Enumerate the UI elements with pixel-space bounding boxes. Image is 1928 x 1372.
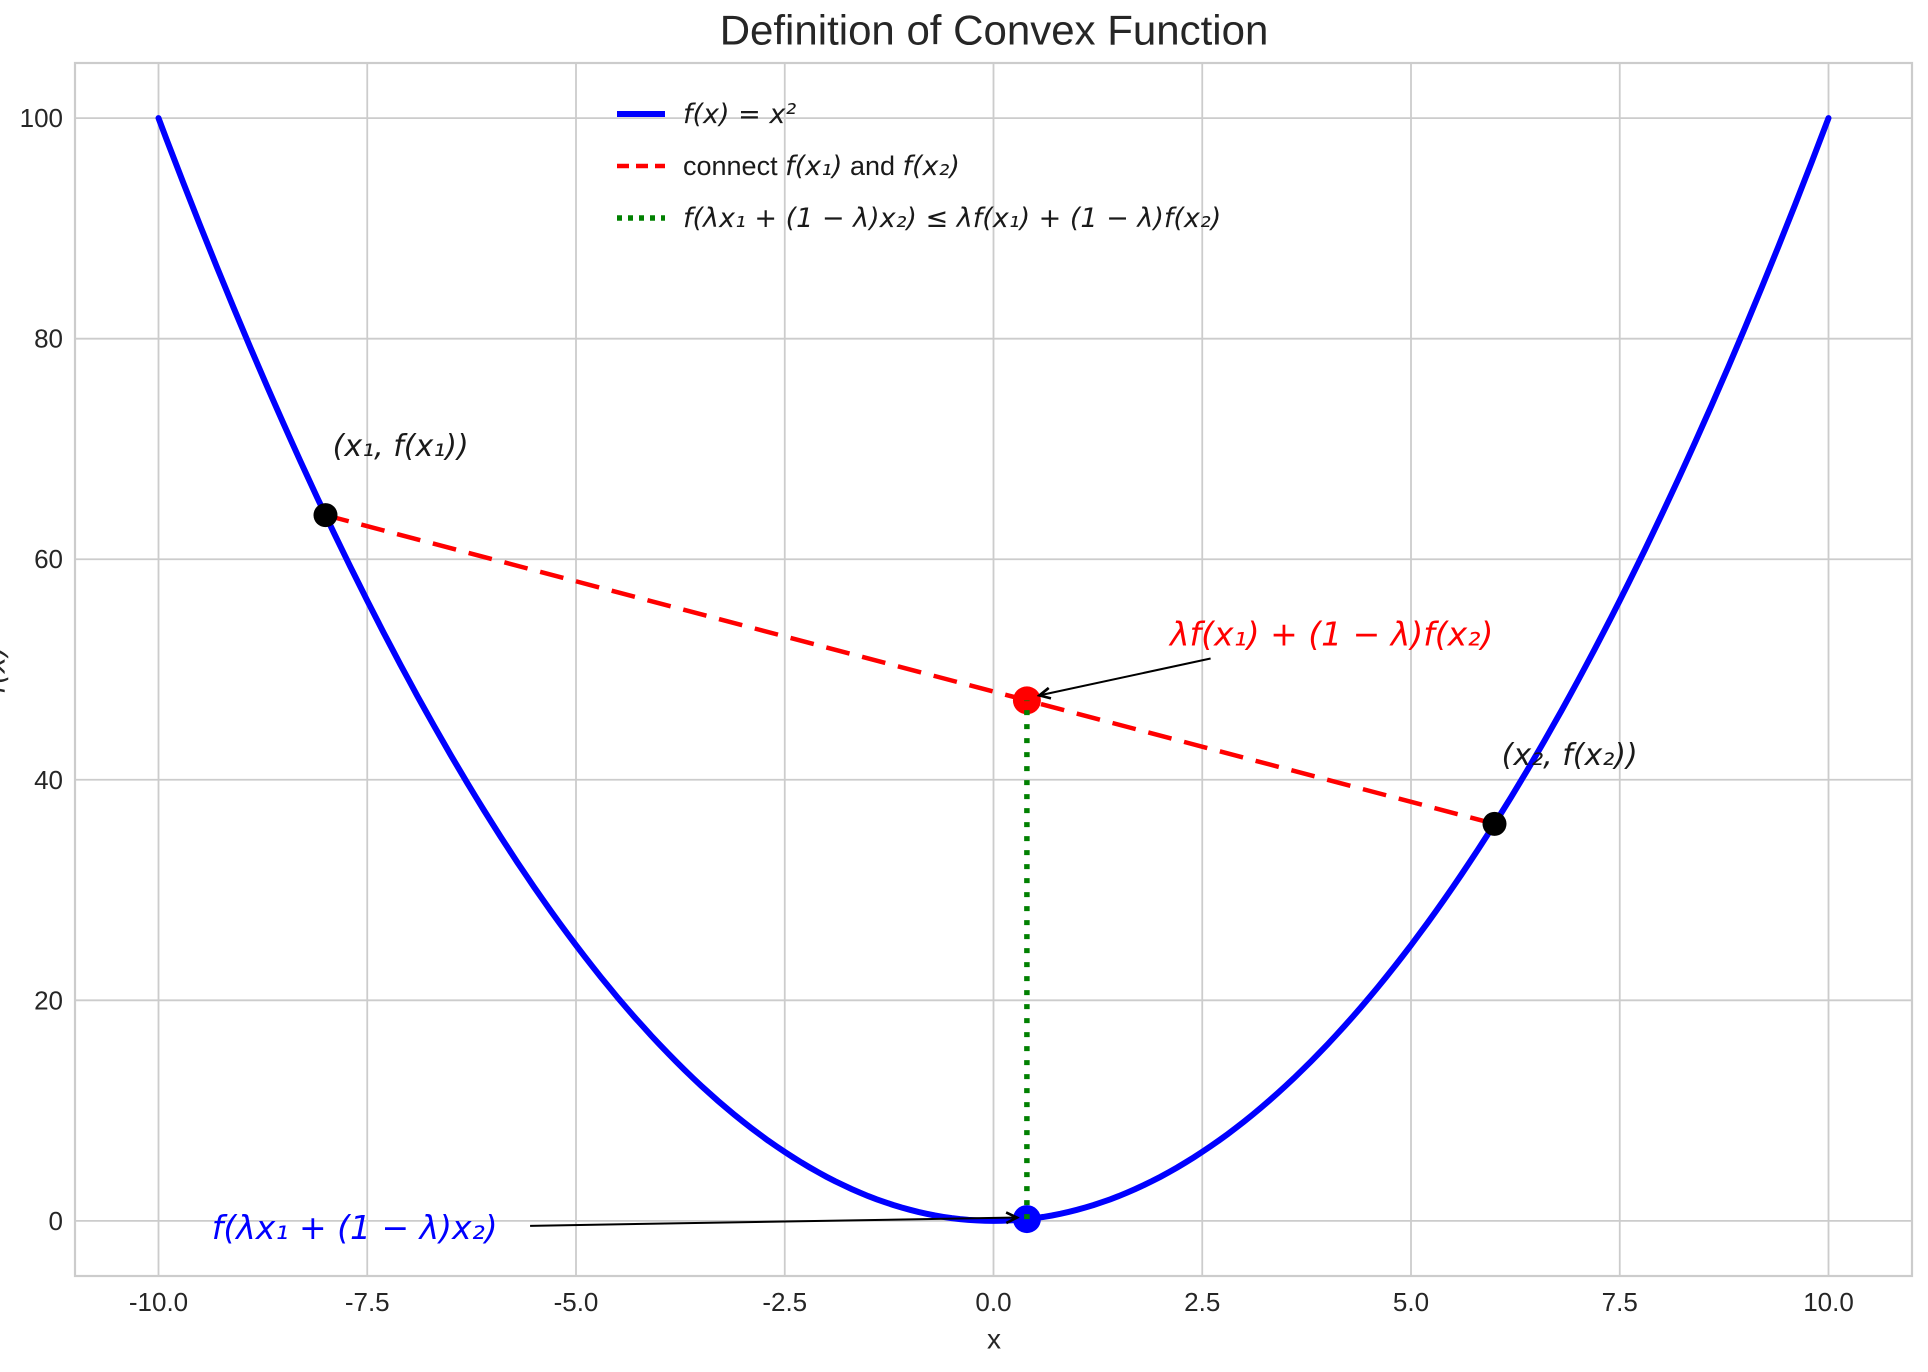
legend-label: f(λx₁ + (1 − λ)x₂) ≤ λf(x₁) + (1 − λ)f(x…: [683, 203, 1221, 234]
x-tick-label: 2.5: [1184, 1287, 1220, 1317]
curve-value-annotation: f(λx₁ + (1 − λ)x₂): [212, 1208, 498, 1247]
point-x2: [1482, 811, 1507, 836]
point-label: (x₁, f(x₁)): [333, 429, 469, 464]
x-tick-label: 7.5: [1602, 1287, 1638, 1317]
curve-value-annotation-arrow: [530, 1218, 1017, 1227]
gridlines: [73, 61, 1914, 1278]
x-tick-label: 0.0: [975, 1287, 1011, 1317]
plot-text: -10.0 -7.5 -5.0 -2.5 0.0 2.5 5.0 7.5 10.0 0 20 40 60…: [20, 99, 1854, 1318]
legend-label: f(x) = x²: [683, 99, 796, 130]
y-axis-label: f(x): [0, 646, 12, 694]
point-label: (x₂, f(x₂)): [1502, 738, 1638, 773]
y-tick-label: 0: [49, 1206, 63, 1236]
point-x1: [313, 503, 338, 528]
legend-label: connect f(x₁) and f(x₂): [683, 151, 960, 182]
x-tick-label: -5.0: [554, 1287, 599, 1317]
y-tick-label: 60: [34, 544, 63, 574]
plot-frame: [73, 61, 1914, 1278]
curve-fx: [155, 115, 1832, 1224]
x-tick-label: -10.0: [129, 1287, 188, 1317]
y-tick-label: 40: [34, 765, 63, 795]
x-tick-label: -7.5: [345, 1287, 390, 1317]
chord-value-annotation-arrow: [1039, 657, 1211, 695]
chart-title: Definition of Convex Function: [720, 7, 1269, 54]
x-tick-label: -2.5: [762, 1287, 807, 1317]
plot-series: [155, 115, 1832, 1234]
y-tick-label: 100: [20, 103, 63, 133]
chord-line: [324, 512, 1496, 827]
x-tick-label: 10.0: [1803, 1287, 1854, 1317]
chord-value-annotation: λf(x₁) + (1 − λ)f(x₂): [1168, 615, 1493, 654]
x-axis-label: x: [987, 1324, 1001, 1355]
x-tick-label: 5.0: [1393, 1287, 1429, 1317]
y-tick-label: 80: [34, 324, 63, 354]
y-tick-label: 20: [34, 985, 63, 1015]
